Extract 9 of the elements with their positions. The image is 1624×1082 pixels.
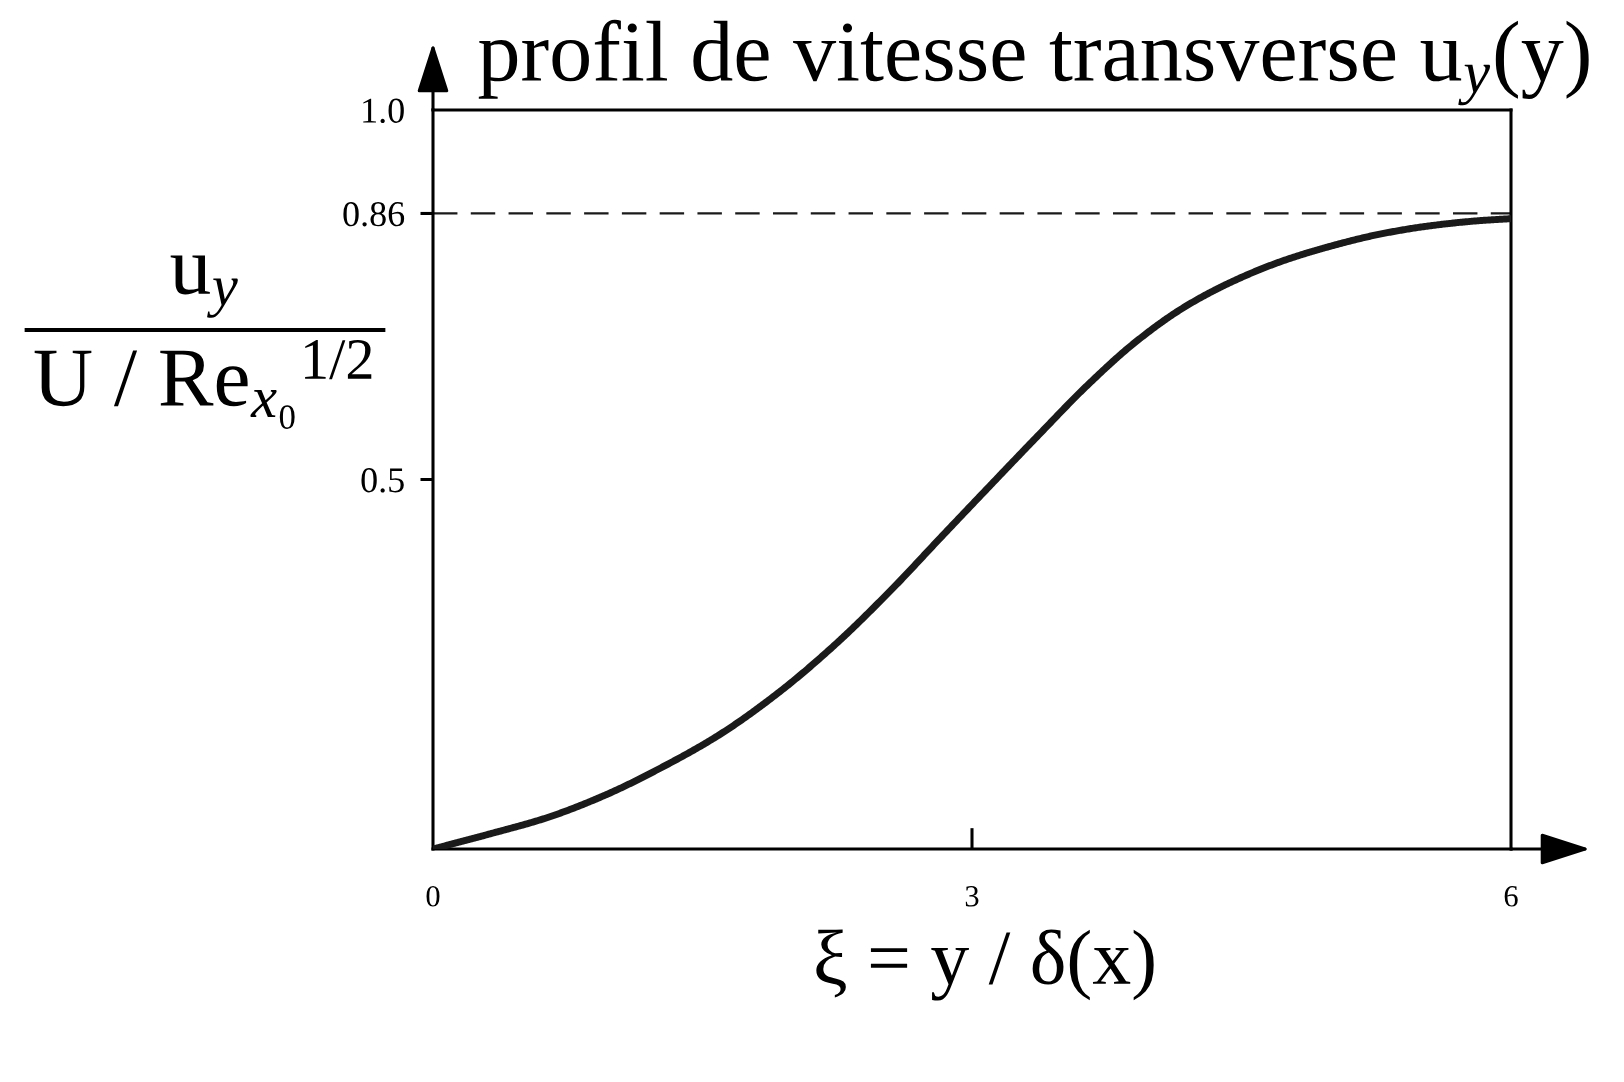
y-tick-label: 1.0 [363, 98, 404, 124]
x-tick-label: 6 [1504, 886, 1518, 907]
x-tick-label: 0 [426, 885, 440, 907]
x-tick-label: 3 [965, 886, 979, 907]
x-axis-title: ξ = y / δ(x) [816, 929, 1154, 1001]
y-tick-label: 0.86 [343, 201, 405, 227]
chart-title: profil de vitesse transverse u$_{y}$(y) [478, 19, 1589, 106]
y-tick-label: 0.5 [361, 468, 404, 493]
y-axis-title: u$_{y}$ U / Re$_{x₀}$$^{1/2}$ [34, 255, 372, 429]
